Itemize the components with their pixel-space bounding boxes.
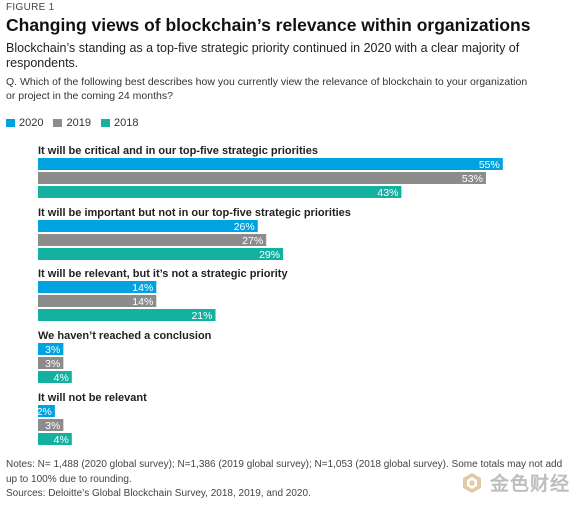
bar-2019: [38, 419, 64, 431]
category-label: It will not be relevant: [38, 392, 147, 404]
data-label: 27%: [242, 235, 263, 247]
data-label: 53%: [462, 173, 483, 185]
bar-2018: [38, 309, 216, 321]
data-label: 14%: [132, 282, 153, 294]
chart-subtitle: Blockchain’s standing as a top-five stra…: [6, 41, 520, 70]
bar-2019: [38, 295, 157, 307]
bar-2018: [38, 248, 284, 260]
data-label: 29%: [259, 249, 280, 261]
category-label: It will be critical and in our top-five …: [38, 145, 318, 157]
data-label: 3%: [45, 358, 60, 370]
bar-2018: [38, 186, 402, 198]
legend-item-2020: 2020: [6, 117, 43, 129]
legend-label-2019: 2019: [66, 117, 91, 129]
chart-sources: Sources: Deloitte’s Global Blockchain Su…: [6, 488, 311, 499]
bar-2020: [38, 343, 64, 355]
legend-label-2020: 2020: [19, 117, 44, 129]
gold-finance-logo-icon: [462, 472, 481, 493]
data-label: 55%: [479, 159, 500, 171]
category-label: It will be relevant, but it’s not a stra…: [38, 268, 288, 280]
data-label: 3%: [45, 420, 60, 432]
data-label: 26%: [234, 221, 255, 233]
data-label: 4%: [54, 372, 69, 384]
bar-2020: [38, 220, 258, 232]
legend-item-2018: 2018: [100, 117, 139, 129]
bar-2020: [38, 281, 157, 293]
data-label: 43%: [377, 187, 398, 199]
bar-chart: It will be critical and in our top-five …: [37, 145, 503, 446]
bar-2019: [38, 357, 64, 369]
data-label: 2%: [37, 406, 52, 418]
data-label: 3%: [45, 344, 60, 356]
legend-label-2018: 2018: [113, 117, 139, 129]
bar-2019: [38, 172, 486, 184]
category-label: It will be important but not in our top-…: [38, 207, 351, 219]
chart-notes: Notes: N= 1,488 (2020 global survey); N=…: [6, 459, 563, 485]
watermark: 金色财经: [460, 469, 570, 496]
data-label: 14%: [132, 296, 153, 308]
data-label: 21%: [191, 310, 212, 322]
legend-item-2019: 2019: [53, 117, 91, 129]
legend-swatch-2019: [53, 119, 63, 127]
figure-label: FIGURE 1: [6, 2, 55, 13]
chart-legend: 2020 2019 2018: [6, 117, 138, 129]
bar-2018: [38, 371, 72, 383]
watermark-text: 金色财经: [489, 474, 570, 495]
chart-title: Changing views of blockchain’s relevance…: [6, 15, 531, 35]
legend-swatch-2018: [100, 119, 110, 127]
bar-2018: [38, 433, 72, 445]
data-label: 4%: [54, 434, 69, 446]
category-label: We haven’t reached a conclusion: [38, 330, 212, 342]
legend-swatch-2020: [6, 119, 15, 127]
bar-2019: [38, 234, 267, 246]
bar-2020: [38, 405, 55, 417]
survey-question: Q. Which of the following best describes…: [6, 76, 528, 102]
bar-2020: [38, 158, 503, 170]
